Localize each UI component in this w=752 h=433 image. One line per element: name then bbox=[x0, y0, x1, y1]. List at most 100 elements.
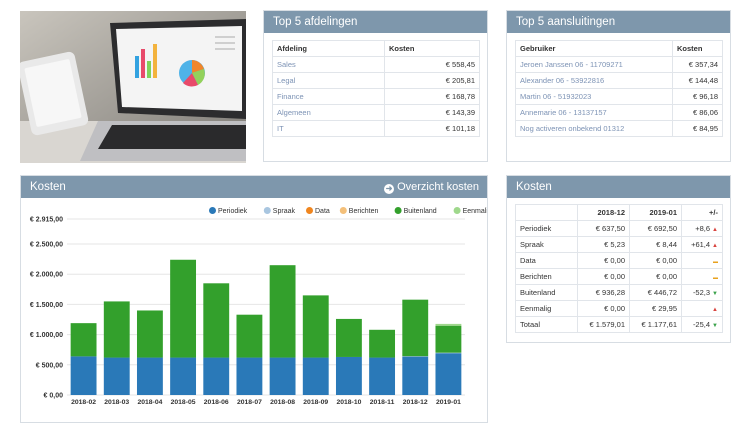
costs-table-title: Kosten bbox=[507, 176, 730, 198]
row-name-link[interactable]: Algemeen bbox=[272, 104, 385, 121]
y-tick-label: € 500,00 bbox=[36, 362, 63, 369]
table-row[interactable]: Legal € 205,81 bbox=[272, 72, 480, 89]
costs-chart-header: Kosten ➜ Overzicht kosten bbox=[21, 176, 487, 198]
table-row[interactable]: Alexander 06 - 53922816 € 144,48 bbox=[515, 72, 723, 89]
y-tick-label: € 2.915,00 bbox=[30, 217, 63, 224]
table-row[interactable]: Algemeen € 143,39 bbox=[272, 104, 480, 121]
cell-a: € 637,50 bbox=[577, 220, 630, 237]
row-name-link[interactable]: Nog activeren onbekend 01312 bbox=[515, 120, 673, 137]
bar-eenmalig bbox=[435, 323, 462, 326]
bar-periodiek bbox=[402, 356, 429, 395]
diff-value: -52,3 bbox=[692, 288, 711, 297]
row-cost: € 168,78 bbox=[384, 88, 480, 105]
table-row[interactable]: IT € 101,18 bbox=[272, 120, 480, 137]
row-cost: € 101,18 bbox=[384, 120, 480, 137]
legend-label: Eenmalig bbox=[463, 208, 487, 215]
laptop-icon bbox=[80, 19, 246, 161]
cell-b: € 8,44 bbox=[629, 236, 682, 253]
cell-b: € 446,72 bbox=[629, 284, 682, 301]
row-cost: € 144,48 bbox=[672, 72, 723, 89]
bar-periodiek bbox=[369, 357, 396, 395]
row-name-link[interactable]: Jeroen Janssen 06 - 11709271 bbox=[515, 56, 673, 73]
row-cost: € 86,06 bbox=[672, 104, 723, 121]
cell-label: Totaal bbox=[515, 316, 578, 333]
cell-a: € 0,00 bbox=[577, 268, 630, 285]
top-departments-panel: Top 5 afdelingen Afdeling Kosten Sales € … bbox=[263, 10, 488, 162]
row-name-link[interactable]: Alexander 06 - 53922816 bbox=[515, 72, 673, 89]
bar-buitenland bbox=[170, 259, 197, 358]
row-name-link[interactable]: Legal bbox=[272, 72, 385, 89]
table-row[interactable]: Finance € 168,78 bbox=[272, 88, 480, 105]
column-header: 2018-12 bbox=[577, 204, 630, 221]
row-name-link[interactable]: Sales bbox=[272, 56, 385, 73]
y-tick-label: € 1.500,00 bbox=[30, 302, 63, 309]
x-tick-label: 2018-10 bbox=[336, 399, 361, 406]
row-name-link[interactable]: Annemarie 06 - 13137157 bbox=[515, 104, 673, 121]
cell-a: € 936,28 bbox=[577, 284, 630, 301]
x-tick-label: 2018-08 bbox=[270, 399, 295, 406]
bar-periodiek bbox=[269, 357, 296, 395]
table-row[interactable]: Sales € 558,45 bbox=[272, 56, 480, 73]
cell-a: € 0,00 bbox=[577, 252, 630, 269]
costs-compare-table: 2018-12 2019-01 +/- Periodiek € 637,50 € 6… bbox=[515, 204, 723, 333]
legend-label: Data bbox=[315, 208, 330, 215]
table-row[interactable]: Jeroen Janssen 06 - 11709271 € 357,34 bbox=[515, 56, 723, 73]
table-row[interactable]: Martin 06 - 51932023 € 96,18 bbox=[515, 88, 723, 105]
cell-diff: +61,4 ▲ bbox=[681, 236, 723, 253]
x-tick-label: 2018-02 bbox=[71, 399, 96, 406]
cell-label: Periodiek bbox=[515, 220, 578, 237]
row-cost: € 558,45 bbox=[384, 56, 480, 73]
legend-marker bbox=[306, 207, 313, 214]
bar-buitenland bbox=[335, 318, 362, 357]
cell-b: € 692,50 bbox=[629, 220, 682, 237]
bar-periodiek bbox=[170, 357, 197, 395]
trend-flat-icon: ▬ bbox=[713, 275, 718, 281]
diff-value: +8,6 bbox=[695, 224, 711, 233]
cell-label: Buitenland bbox=[515, 284, 578, 301]
row-cost: € 357,34 bbox=[672, 56, 723, 73]
trend-up-icon: ▲ bbox=[712, 243, 718, 249]
x-tick-label: 2018-05 bbox=[171, 399, 196, 406]
bar-buitenland bbox=[369, 329, 396, 358]
row-name-link[interactable]: IT bbox=[272, 120, 385, 137]
cell-diff: ▬ bbox=[681, 268, 723, 285]
x-tick-label: 2018-06 bbox=[204, 399, 229, 406]
column-header: +/- bbox=[681, 204, 723, 221]
legend-marker bbox=[453, 207, 461, 214]
x-tick-label: 2018-11 bbox=[370, 399, 395, 406]
x-tick-label: 2018-03 bbox=[104, 399, 129, 406]
top-departments-table: Afdeling Kosten Sales € 558,45 Legal € 205,… bbox=[272, 40, 480, 137]
legend-marker bbox=[339, 207, 347, 214]
legend-label: Buitenland bbox=[404, 208, 437, 215]
bar-periodiek bbox=[335, 356, 362, 395]
legend-marker bbox=[209, 207, 216, 214]
table-row: Data € 0,00 € 0,00 ▬ bbox=[515, 252, 723, 269]
bar-spraak bbox=[435, 352, 462, 354]
cell-b: € 29,95 bbox=[629, 300, 682, 317]
trend-up-icon: ▲ bbox=[712, 307, 718, 313]
row-cost: € 84,95 bbox=[672, 120, 723, 137]
cell-label: Eenmalig bbox=[515, 300, 578, 317]
row-cost: € 143,39 bbox=[384, 104, 480, 121]
row-name-link[interactable]: Finance bbox=[272, 88, 385, 105]
cell-label: Spraak bbox=[515, 236, 578, 253]
cell-label: Berichten bbox=[515, 268, 578, 285]
cell-diff: -52,3 ▼ bbox=[681, 284, 723, 301]
x-tick-label: 2018-12 bbox=[403, 399, 428, 406]
top-connections-panel: Top 5 aansluitingen Gebruiker Kosten Jer… bbox=[506, 10, 731, 162]
overview-costs-link[interactable]: ➜ Overzicht kosten bbox=[384, 176, 479, 198]
cell-diff: +8,6 ▲ bbox=[681, 220, 723, 237]
bar-buitenland bbox=[302, 295, 329, 358]
table-row[interactable]: Nog activeren onbekend 01312 € 84,95 bbox=[515, 120, 723, 137]
y-tick-label: € 1.000,00 bbox=[30, 332, 63, 339]
table-row[interactable]: Annemarie 06 - 13137157 € 86,06 bbox=[515, 104, 723, 121]
costs-stacked-bar-chart: € 0,00 € 500,00 € 1.000,00 € 1.500,00 € 2.00… bbox=[30, 207, 487, 406]
table-row: Totaal € 1.579,01 € 1.177,61 -25,4 ▼ bbox=[515, 316, 723, 333]
row-cost: € 205,81 bbox=[384, 72, 480, 89]
top-departments-title: Top 5 afdelingen bbox=[264, 11, 487, 33]
laptop-illustration bbox=[20, 11, 246, 163]
bar-buitenland bbox=[103, 301, 130, 358]
cell-a: € 5,23 bbox=[577, 236, 630, 253]
top-connections-table: Gebruiker Kosten Jeroen Janssen 06 - 117… bbox=[515, 40, 723, 137]
row-name-link[interactable]: Martin 06 - 51932023 bbox=[515, 88, 673, 105]
